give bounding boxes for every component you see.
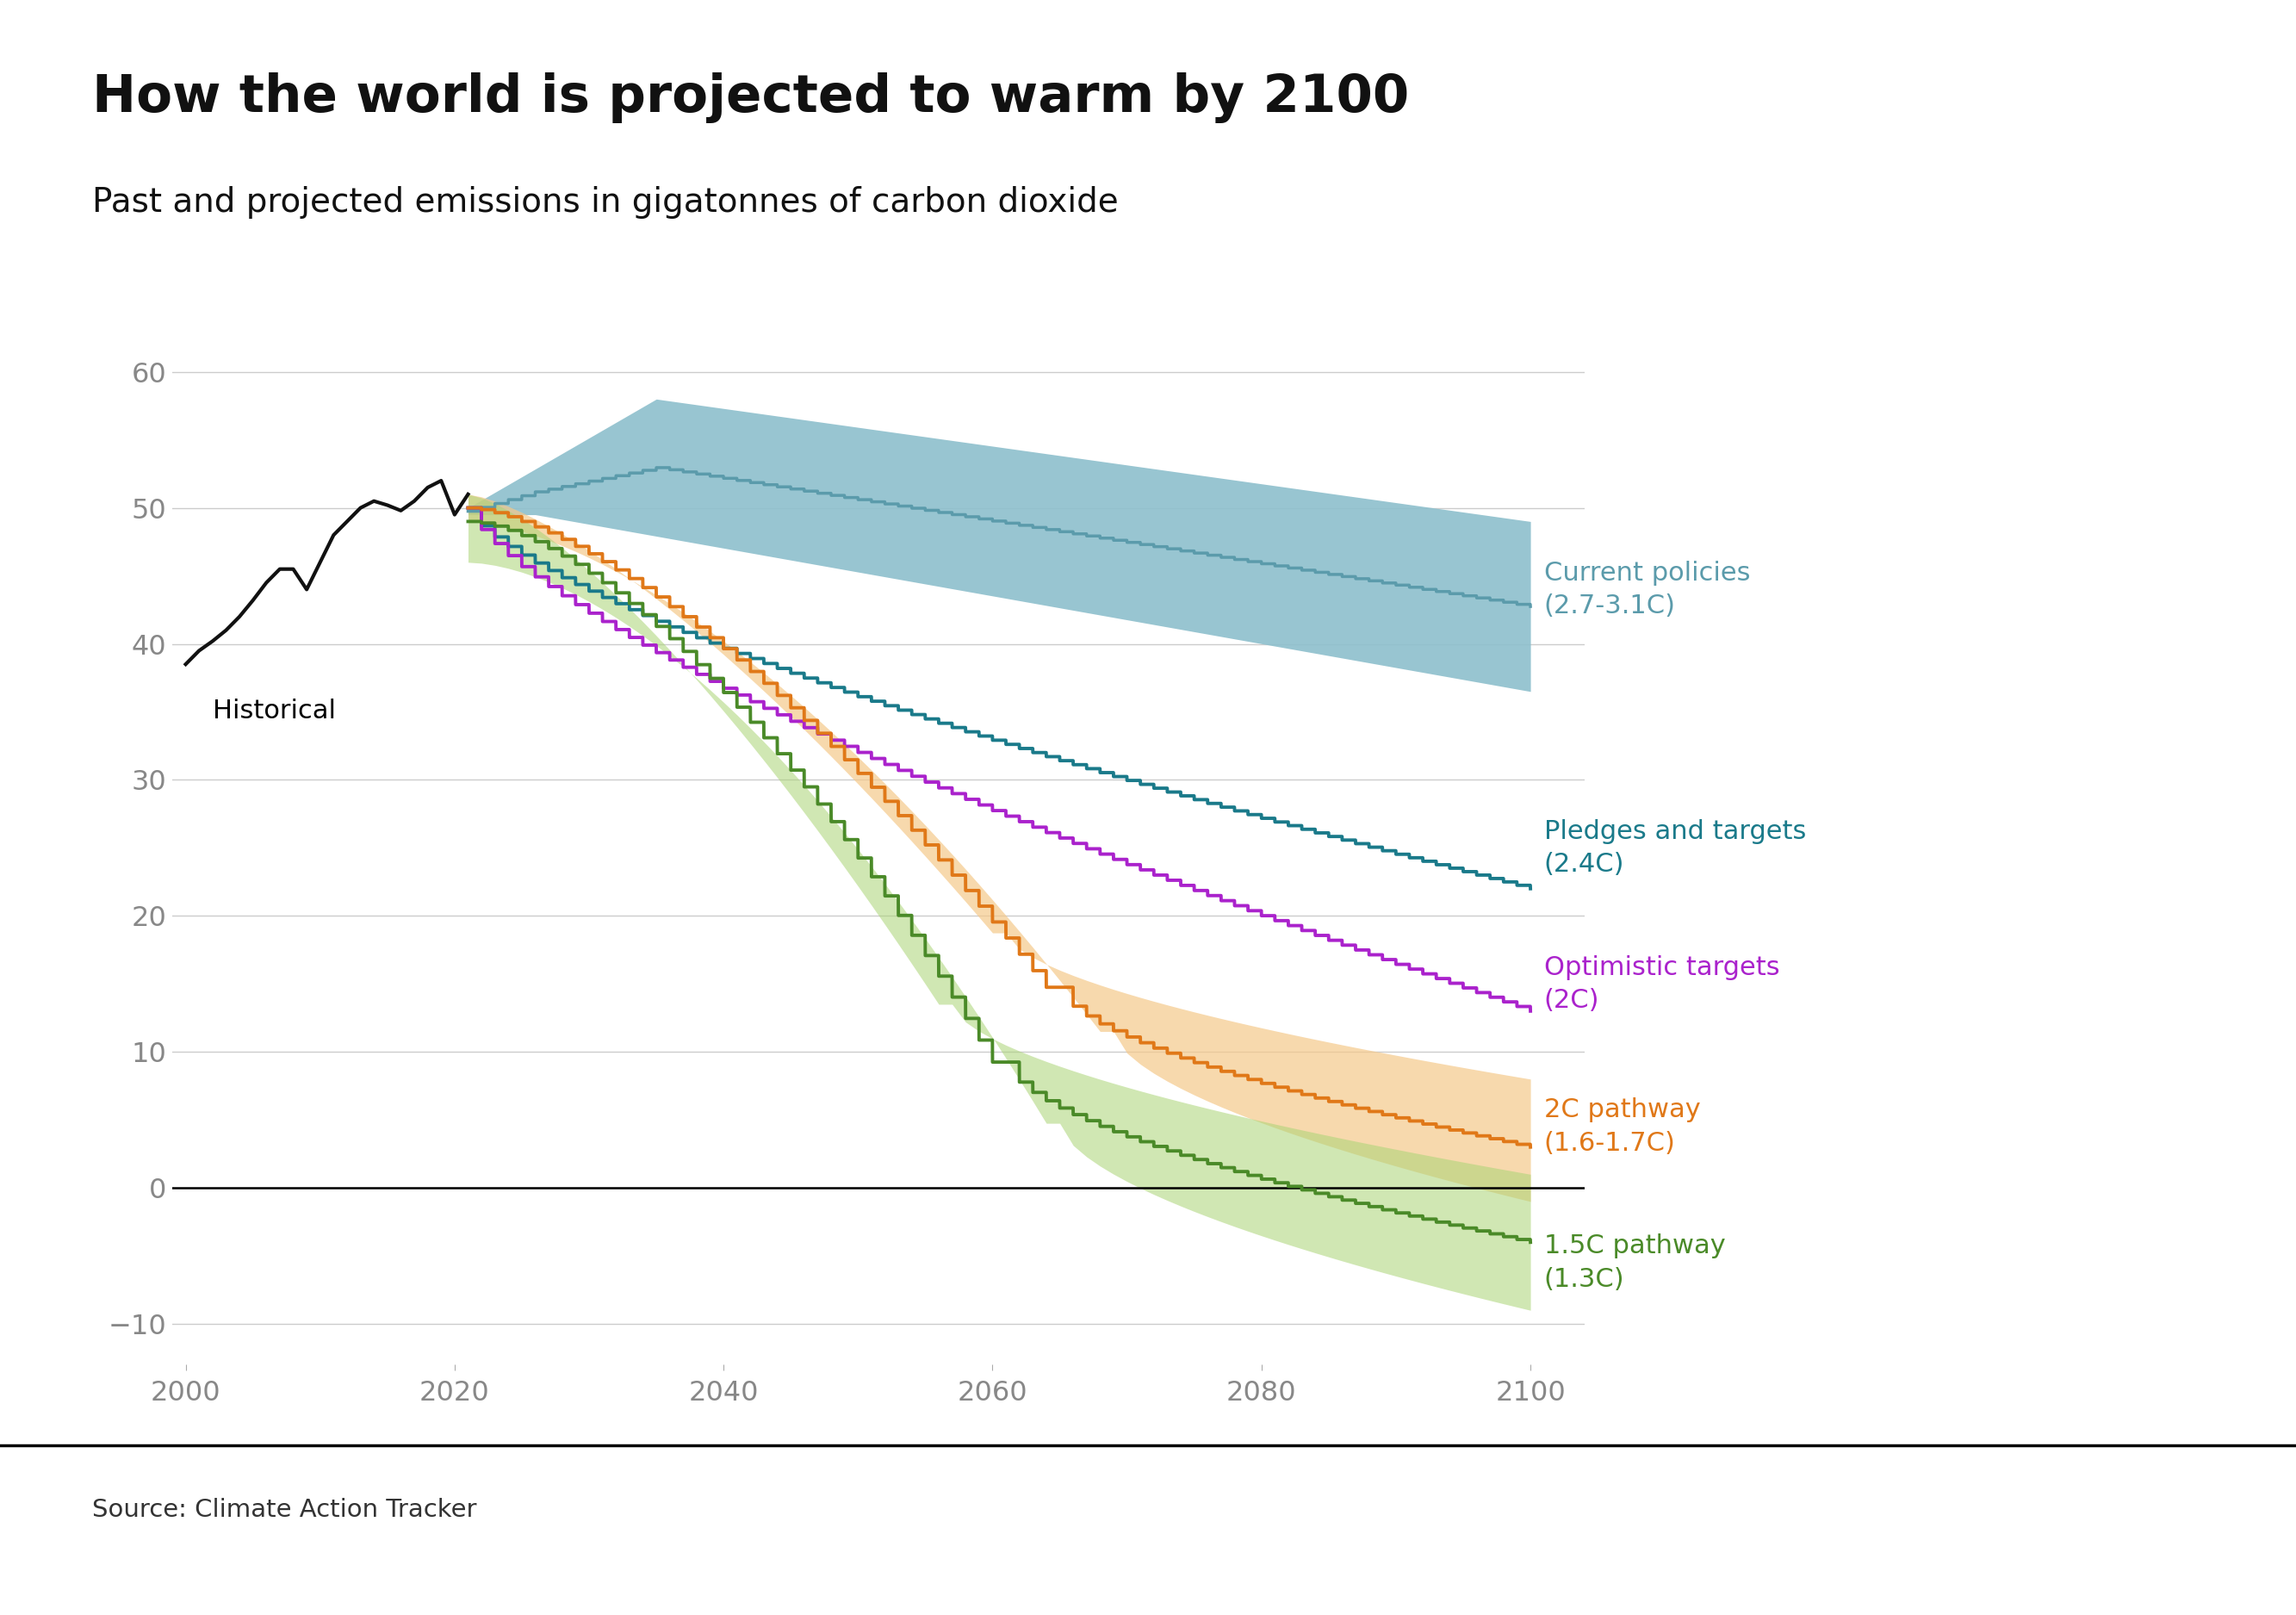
Text: BBC: BBC	[2062, 1510, 2174, 1555]
Text: Pledges and targets
(2.4C): Pledges and targets (2.4C)	[1543, 819, 1807, 877]
Text: Optimistic targets
(2C): Optimistic targets (2C)	[1543, 954, 1779, 1013]
Text: How the world is projected to warm by 2100: How the world is projected to warm by 21…	[92, 73, 1410, 123]
Text: 2C pathway
(1.6-1.7C): 2C pathway (1.6-1.7C)	[1543, 1098, 1701, 1156]
Text: Source: Climate Action Tracker: Source: Climate Action Tracker	[92, 1499, 475, 1521]
Text: Past and projected emissions in gigatonnes of carbon dioxide: Past and projected emissions in gigatonn…	[92, 186, 1118, 218]
Text: 1.5C pathway
(1.3C): 1.5C pathway (1.3C)	[1543, 1234, 1724, 1292]
Text: Current policies
(2.7-3.1C): Current policies (2.7-3.1C)	[1543, 560, 1750, 619]
Text: Historical: Historical	[214, 698, 335, 724]
